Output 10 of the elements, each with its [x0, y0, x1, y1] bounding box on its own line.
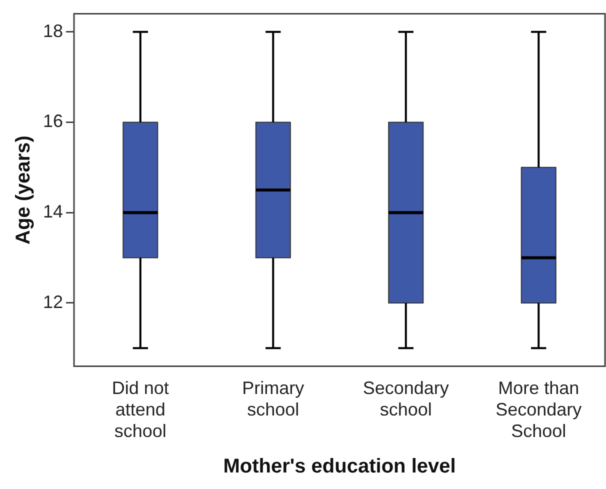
y-tick-label: 12: [42, 292, 64, 312]
y-tick-label: 14: [42, 202, 64, 222]
y-tick-label: 16: [42, 111, 64, 132]
x-tick-label: Secondary school: [362, 378, 449, 420]
x-tick-label: Did not attend school: [112, 378, 169, 442]
x-tick-label: More than Secondary School: [496, 378, 582, 442]
x-axis-title: Mother's education level: [223, 456, 456, 478]
x-tick-label: Primary school: [242, 378, 304, 420]
y-tick-label: 18: [42, 20, 64, 41]
y-axis-title: Age (years): [12, 136, 35, 244]
